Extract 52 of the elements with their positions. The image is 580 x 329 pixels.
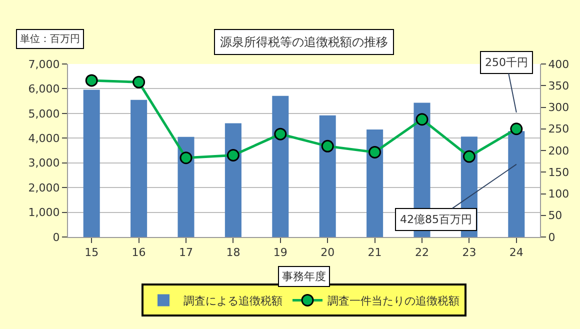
y2-tick-label: 350	[548, 79, 570, 92]
bar	[178, 136, 194, 237]
point	[368, 146, 382, 158]
y-tick-label: 5,000	[28, 107, 60, 120]
point	[274, 128, 287, 140]
point	[180, 152, 192, 164]
x-tick-label: 18	[226, 246, 240, 260]
annotation: 42億85百万円	[400, 213, 472, 226]
annotation: 250千円	[485, 56, 528, 69]
x-tick-label: 23	[462, 246, 476, 260]
y-tick-label: 1,000	[28, 206, 60, 220]
text: 単位：百万円	[20, 33, 80, 45]
y-tick-label: 7,000	[28, 58, 60, 71]
x-tick-label: 17	[179, 246, 193, 260]
bar	[83, 90, 100, 237]
y2-tick-label: 250	[548, 122, 570, 136]
y-tick-label: 0	[52, 230, 60, 244]
y-tick-label: 2,000	[28, 181, 60, 194]
y2-tick-label: 100	[548, 188, 570, 201]
x-tick-label: 20	[320, 246, 335, 260]
chart-title: 源泉所得税等の追徴税額の推移	[220, 35, 388, 49]
point	[462, 150, 476, 163]
point	[510, 122, 523, 136]
y2-tick-label: 400	[548, 58, 570, 71]
y2-tick-label: 0	[548, 230, 556, 244]
legend-label: 調査による追徴税額	[184, 294, 282, 308]
point	[416, 113, 428, 126]
x-tick-label: 15	[84, 246, 99, 260]
point	[132, 76, 146, 88]
bar	[508, 131, 525, 237]
x-tick-label: 16	[132, 246, 146, 260]
bar	[224, 123, 242, 237]
y-tick-label: 3,000	[28, 156, 60, 170]
bar	[130, 100, 148, 237]
bar	[272, 96, 289, 237]
point	[85, 74, 98, 87]
bar	[366, 129, 384, 237]
y2-tick-label: 50	[548, 209, 562, 222]
point	[226, 149, 240, 162]
y2-tick-label: 200	[548, 144, 570, 158]
legend-label: 調査一件当たりの追徴税額	[328, 294, 460, 308]
y2-tick-label: 150	[548, 166, 570, 179]
y-tick-label: 4,000	[28, 132, 60, 145]
x-tick-label: 22	[415, 246, 429, 260]
y2-tick-label: 300	[548, 101, 570, 114]
point	[321, 140, 334, 152]
bar	[319, 115, 336, 237]
x-tick-label: 19	[273, 246, 288, 260]
x-tick-label: 21	[368, 246, 382, 260]
y-tick-label: 6,000	[28, 82, 60, 96]
x-axis-title: 事務年度	[282, 270, 326, 283]
x-tick-label: 24	[509, 246, 524, 260]
